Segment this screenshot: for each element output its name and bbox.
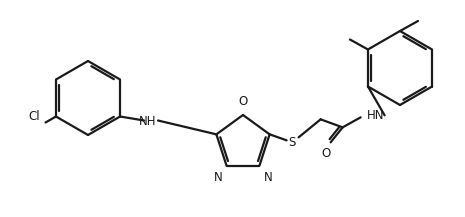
Text: N: N [264,171,272,184]
Text: O: O [239,95,248,108]
Text: NH: NH [140,115,157,128]
Text: HN: HN [366,109,384,122]
Text: N: N [214,171,223,184]
Text: Cl: Cl [28,110,40,123]
Text: O: O [321,147,330,160]
Text: S: S [288,136,295,149]
